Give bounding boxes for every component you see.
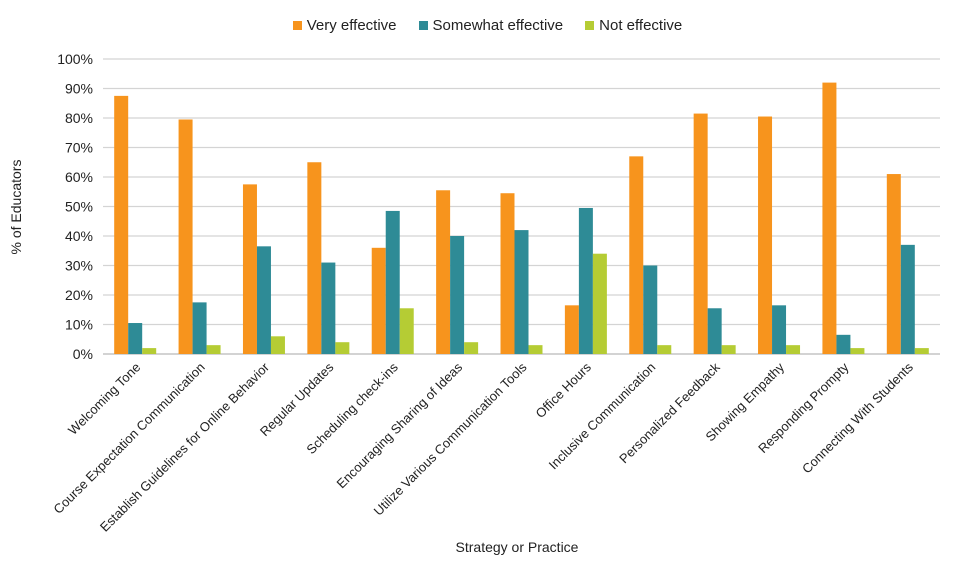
bar-somewhat-effective bbox=[385, 210, 400, 354]
y-tick-label: 50% bbox=[65, 199, 93, 215]
bar-very-effective bbox=[371, 247, 386, 354]
x-tick-label: Encouraging Sharing of Ideas bbox=[334, 359, 466, 491]
bar-very-effective bbox=[758, 116, 773, 355]
legend-swatch-very-effective bbox=[292, 21, 302, 30]
x-tick-label: Connecting With Students bbox=[799, 359, 916, 476]
bar-very-effective bbox=[822, 82, 837, 354]
bar-not-effective bbox=[592, 253, 607, 354]
bar-not-effective bbox=[399, 308, 414, 354]
legend-item-not-effective: Not effective bbox=[585, 17, 682, 34]
y-axis-title: % of Educators bbox=[8, 160, 24, 255]
bar-not-effective bbox=[914, 348, 929, 354]
y-tick-label: 20% bbox=[65, 287, 93, 303]
bar-somewhat-effective bbox=[192, 302, 207, 354]
y-tick-label: 30% bbox=[65, 258, 93, 274]
legend-item-somewhat-effective: Somewhat effective bbox=[418, 17, 564, 34]
legend-item-very-effective: Very effective bbox=[292, 17, 397, 34]
y-tick-label: 60% bbox=[65, 169, 93, 185]
bar-very-effective bbox=[629, 156, 644, 354]
bar-somewhat-effective bbox=[514, 230, 529, 354]
legend-label-very-effective: Very effective bbox=[306, 17, 397, 34]
y-tick-label: 100% bbox=[57, 51, 93, 67]
y-tick-label: 40% bbox=[65, 228, 93, 244]
bar-not-effective bbox=[528, 345, 543, 354]
bar-very-effective bbox=[564, 305, 579, 354]
x-axis-title: Strategy or Practice bbox=[456, 539, 579, 555]
bar-somewhat-effective bbox=[128, 323, 143, 354]
bar-very-effective bbox=[500, 193, 515, 354]
bar-somewhat-effective bbox=[578, 207, 593, 354]
legend-label-not-effective: Not effective bbox=[599, 17, 683, 34]
bar-not-effective bbox=[657, 345, 672, 354]
bar-not-effective bbox=[464, 342, 479, 354]
bar-not-effective bbox=[786, 345, 801, 354]
legend-swatch-not-effective bbox=[585, 21, 595, 30]
y-tick-label: 90% bbox=[65, 81, 93, 97]
bar-not-effective bbox=[206, 345, 221, 354]
bar-not-effective bbox=[721, 345, 736, 354]
y-tick-label: 80% bbox=[65, 110, 93, 126]
x-tick-label: Office Hours bbox=[532, 359, 594, 421]
bar-very-effective bbox=[178, 119, 193, 354]
bar-somewhat-effective bbox=[772, 305, 787, 354]
y-tick-label: 0% bbox=[73, 346, 93, 362]
bar-very-effective bbox=[886, 174, 901, 354]
bar-very-effective bbox=[436, 190, 451, 354]
legend-swatch-somewhat-effective bbox=[418, 21, 428, 30]
bar-somewhat-effective bbox=[256, 246, 271, 354]
legend-label-somewhat-effective: Somewhat effective bbox=[432, 17, 564, 34]
bar-very-effective bbox=[114, 95, 129, 354]
y-tick-label: 10% bbox=[65, 317, 93, 333]
bar-somewhat-effective bbox=[707, 308, 722, 354]
bar-not-effective bbox=[270, 336, 285, 354]
bar-somewhat-effective bbox=[900, 244, 915, 354]
bar-very-effective bbox=[242, 184, 257, 354]
bar-very-effective bbox=[693, 113, 708, 354]
bar-not-effective bbox=[850, 348, 865, 354]
bar-very-effective bbox=[307, 162, 322, 354]
chart-legend: Very effective Somewhat effective Not ef… bbox=[0, 17, 975, 34]
bar-somewhat-effective bbox=[836, 334, 851, 354]
bars bbox=[114, 82, 929, 355]
bar-not-effective bbox=[335, 342, 350, 354]
bar-somewhat-effective bbox=[321, 262, 336, 354]
y-axis-ticks: 0% 10% 20% 30% 40% 50% 60% 70% 80% 90% 100% bbox=[57, 51, 93, 362]
bar-not-effective bbox=[142, 348, 157, 354]
bar-somewhat-effective bbox=[643, 265, 658, 354]
y-tick-label: 70% bbox=[65, 140, 93, 156]
bar-somewhat-effective bbox=[450, 236, 465, 354]
x-tick-label: Inclusive Communication bbox=[546, 360, 659, 473]
